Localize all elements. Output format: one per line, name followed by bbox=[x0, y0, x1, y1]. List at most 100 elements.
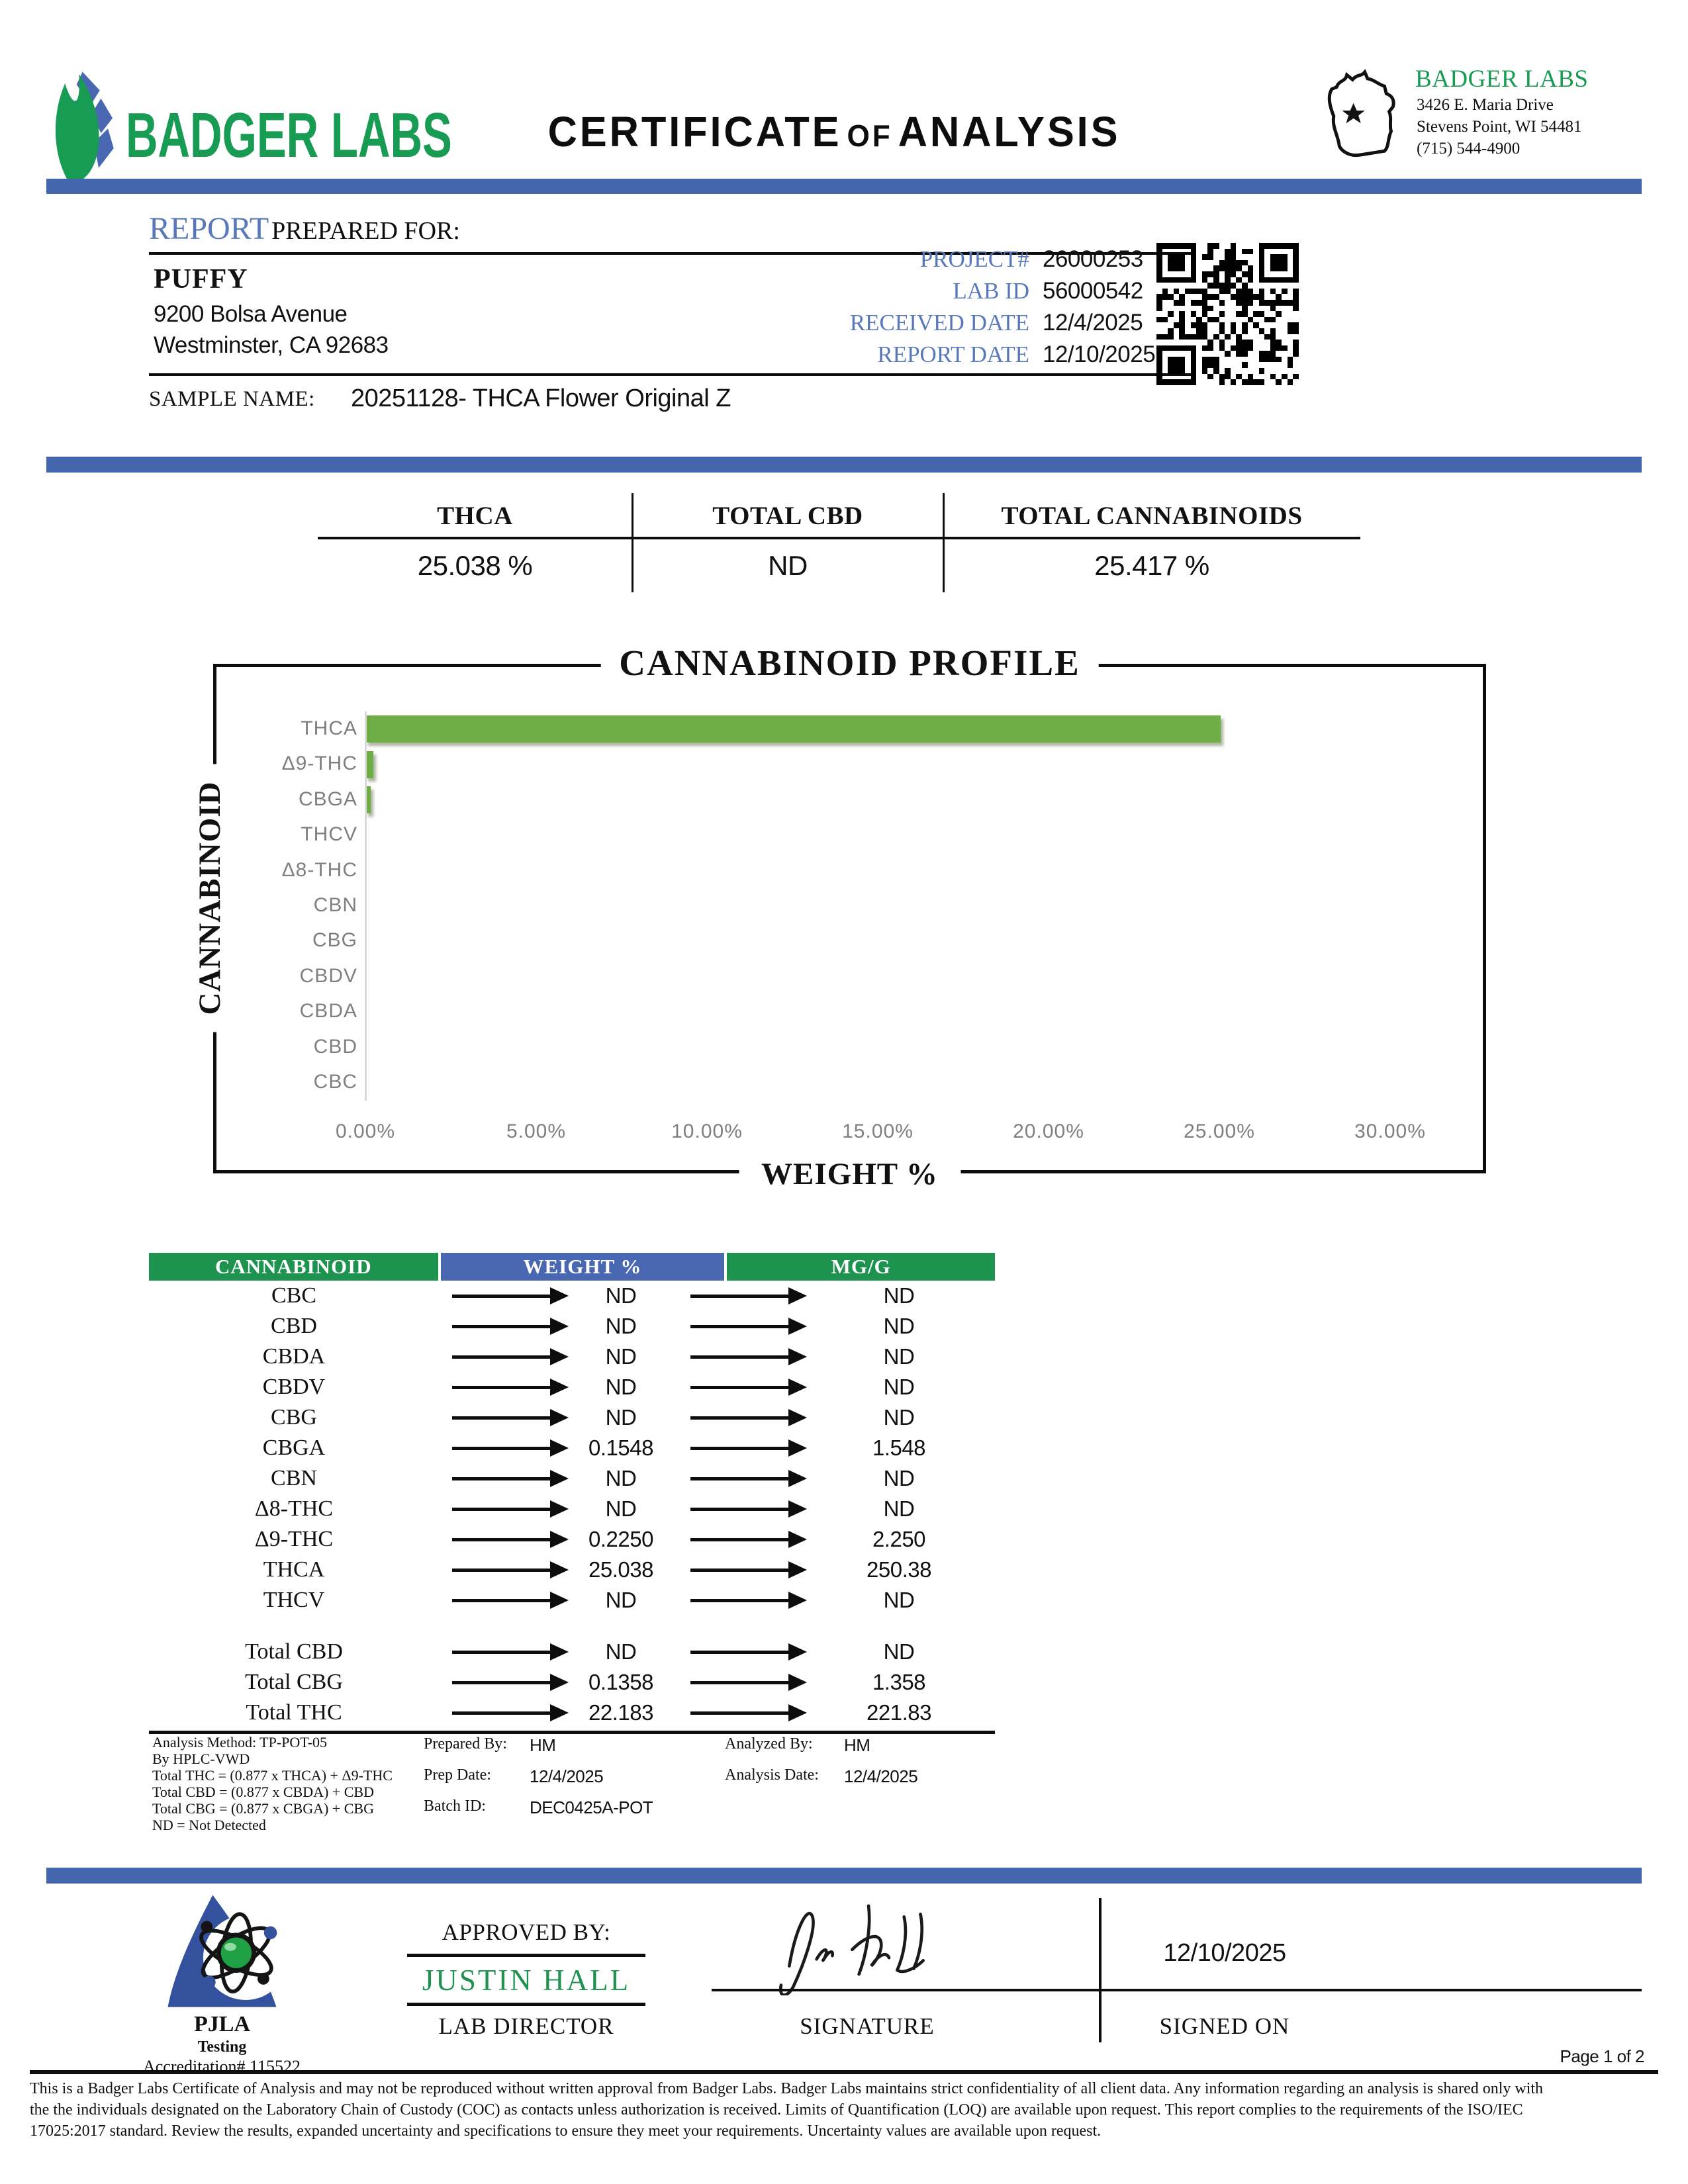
arrow-icon bbox=[690, 1704, 807, 1721]
arrow-icon bbox=[690, 1469, 807, 1487]
weight-value: 22.183 bbox=[588, 1700, 653, 1725]
analyte-name: CBDA bbox=[262, 1344, 326, 1369]
meta-value: 12/10/2025 bbox=[1043, 341, 1156, 367]
mgg-value: ND bbox=[883, 1588, 915, 1612]
arrow-icon bbox=[690, 1347, 807, 1365]
brand-wordmark: BADGER LABS bbox=[126, 100, 452, 171]
wisconsin-icon bbox=[1314, 60, 1408, 162]
note-kv-value: DEC0425A-POT bbox=[530, 1797, 653, 1817]
table-row: CBG ND ND bbox=[149, 1402, 995, 1433]
lab-address-line2: Stevens Point, WI 54481 bbox=[1417, 118, 1582, 136]
analyzed-block: Analyzed By: HM Analysis Date: 12/4/2025 bbox=[725, 1735, 1029, 1797]
analyte-name: Total CBG bbox=[245, 1670, 343, 1694]
note-kv-label: Analyzed By: bbox=[725, 1735, 813, 1752]
signature-scribble bbox=[748, 1889, 986, 1999]
arrow-icon bbox=[690, 1673, 807, 1691]
signature-label: SIGNATURE bbox=[800, 2013, 935, 2039]
summary-header: THCA bbox=[437, 502, 513, 530]
header-cannabinoid: CANNABINOID bbox=[149, 1253, 438, 1281]
mgg-value: ND bbox=[883, 1375, 915, 1399]
note-kv-label: Batch ID: bbox=[424, 1797, 486, 1815]
coa-title-word1: CERTIFICATE bbox=[547, 108, 842, 156]
chart-y-axis-title: CANNABINOID bbox=[192, 764, 228, 1032]
category-label: CBDV bbox=[299, 964, 357, 987]
divider-bar-mid bbox=[46, 457, 1642, 473]
table-row: THCA 25.038 250.38 bbox=[149, 1555, 995, 1585]
meta-label: LAB ID bbox=[953, 278, 1029, 304]
weight-value: ND bbox=[605, 1496, 637, 1521]
bar-THCA bbox=[365, 715, 1221, 743]
analyte-name: CBG bbox=[271, 1405, 317, 1430]
meta-value: 12/4/2025 bbox=[1043, 310, 1143, 336]
category-label: CBC bbox=[313, 1071, 357, 1093]
analyte-name: Total THC bbox=[246, 1700, 342, 1725]
approver-name: JUSTIN HALL bbox=[422, 1964, 631, 1997]
summary-divider bbox=[943, 493, 945, 592]
weight-value: 0.1548 bbox=[588, 1435, 653, 1460]
arrow-icon bbox=[690, 1643, 807, 1661]
page-number: Page 1 of 2 bbox=[1560, 2046, 1645, 2066]
summary-divider bbox=[632, 493, 633, 592]
weight-value: ND bbox=[605, 1639, 637, 1664]
client-address-line2: Westminster, CA 92683 bbox=[154, 332, 389, 358]
signature-rule bbox=[712, 1989, 1642, 1991]
table-row: CBDV ND ND bbox=[149, 1372, 995, 1402]
weight-value: 0.2250 bbox=[588, 1527, 653, 1551]
arrow-icon bbox=[690, 1561, 807, 1578]
meta-value: 56000542 bbox=[1043, 278, 1143, 304]
arrow-icon bbox=[452, 1673, 569, 1691]
table-row: CBGA 0.1548 1.548 bbox=[149, 1433, 995, 1463]
fine-print: This is a Badger Labs Certificate of Ana… bbox=[30, 2078, 1665, 2142]
note-kv-row: Analysis Date: 12/4/2025 bbox=[725, 1766, 1029, 1797]
analysis-method-notes: Analysis Method: TP-POT-05 By HPLC-VWD Tot… bbox=[152, 1734, 393, 1833]
weight-value: ND bbox=[605, 1588, 637, 1612]
lab-phone: (715) 544-4900 bbox=[1417, 140, 1521, 158]
note-kv-value: HM bbox=[530, 1735, 556, 1755]
client-address-line1: 9200 Bolsa Avenue bbox=[154, 301, 348, 327]
footer-rule bbox=[30, 2070, 1658, 2074]
header-mgg: MG/G bbox=[727, 1253, 995, 1281]
mgg-value: ND bbox=[883, 1344, 915, 1369]
prepared-for-label: PREPARED FOR: bbox=[271, 217, 460, 245]
mgg-value: ND bbox=[883, 1283, 915, 1308]
arrow-icon bbox=[452, 1378, 569, 1396]
arrow-icon bbox=[690, 1287, 807, 1304]
category-label: Δ9-THC bbox=[281, 752, 357, 775]
category-label: CBN bbox=[313, 894, 357, 916]
analyte-name: THCV bbox=[263, 1588, 325, 1612]
arrow-icon bbox=[452, 1347, 569, 1365]
summary-value: 25.038 % bbox=[417, 550, 533, 581]
arrow-icon bbox=[452, 1408, 569, 1426]
chart-frame-right bbox=[1483, 664, 1486, 1173]
method-note-line: Analysis Method: TP-POT-05 bbox=[152, 1734, 328, 1751]
table-row: Δ9-THC 0.2250 2.250 bbox=[149, 1524, 995, 1555]
signature-divider bbox=[1099, 1898, 1102, 2042]
divider-bar-top bbox=[46, 179, 1642, 194]
arrow-icon bbox=[690, 1591, 807, 1609]
fine-print-line: This is a Badger Labs Certificate of Ana… bbox=[30, 2080, 1544, 2097]
mgg-value: 250.38 bbox=[867, 1557, 931, 1582]
chart-category-axis bbox=[365, 711, 367, 1101]
note-kv-row: Prep Date: 12/4/2025 bbox=[424, 1766, 708, 1797]
header-weight: WEIGHT % bbox=[440, 1253, 725, 1281]
method-note-line: Total CBG = (0.877 x CBGA) + CBG bbox=[152, 1800, 374, 1817]
arrow-icon bbox=[452, 1591, 569, 1609]
x-tick-label: 15.00% bbox=[842, 1120, 914, 1142]
mgg-value: ND bbox=[883, 1496, 915, 1521]
weight-value: ND bbox=[605, 1344, 637, 1369]
analyte-name: THCA bbox=[263, 1557, 325, 1582]
prepared-block: Prepared By: HM Prep Date: 12/4/2025 Batch I… bbox=[424, 1735, 708, 1829]
coa-title-word3: ANALYSIS bbox=[898, 108, 1121, 156]
arrow-icon bbox=[452, 1530, 569, 1548]
category-label: THCV bbox=[301, 823, 357, 846]
method-note-line: Total THC = (0.877 x THCA) + Δ9-THC bbox=[152, 1767, 393, 1784]
signed-on-label: SIGNED ON bbox=[1159, 2013, 1290, 2039]
divider-bar-footer bbox=[46, 1868, 1642, 1884]
arrow-icon bbox=[690, 1500, 807, 1518]
summary-value: 25.417 % bbox=[1094, 550, 1209, 581]
table-row: Total CBD ND ND bbox=[149, 1637, 995, 1667]
table-row: CBN ND ND bbox=[149, 1463, 995, 1494]
arrow-icon bbox=[690, 1530, 807, 1548]
weight-value: ND bbox=[605, 1405, 637, 1430]
lab-address: 3426 E. Maria Drive Stevens Point, WI 54… bbox=[1417, 94, 1582, 159]
